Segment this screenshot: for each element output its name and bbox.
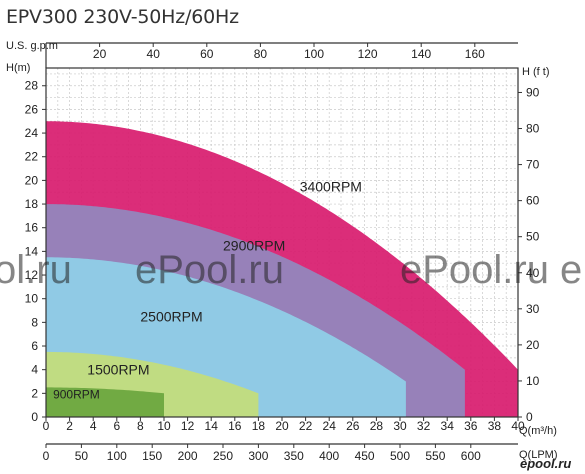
y-right-tick-label: 80 (526, 122, 540, 136)
chart-title: EPV300 230V-50Hz/60Hz (6, 6, 239, 28)
x-bottom-tick-label: 20 (275, 419, 289, 433)
watermark-text: ePool.ru (135, 248, 284, 292)
x-lpm-tick-label: 350 (284, 449, 304, 463)
series-labels: 3400RPM 2900RPM 2500RPM 1500RPM 900RPM (53, 178, 362, 401)
x-top-tick-label: 20 (93, 47, 107, 61)
x-bottom-tick-label: 36 (464, 419, 478, 433)
x-bottom-tick-label: 4 (90, 419, 97, 433)
series-label-1500rpm: 1500RPM (87, 362, 149, 378)
y-left-tick-label: 10 (25, 292, 39, 306)
x-lpm-tick-label: 300 (248, 449, 268, 463)
series-label-2500rpm: 2500RPM (140, 308, 202, 324)
y-left-tick-label: 20 (25, 173, 39, 187)
x-lpm-tick-label: 50 (75, 449, 89, 463)
watermark-text: ePool.ru (560, 248, 585, 292)
x-bottom-tick-label: 22 (299, 419, 313, 433)
y-left-tick-label: 24 (25, 126, 39, 140)
x-bottom-axis-label: Q(m³/h) (519, 425, 557, 437)
y-right-tick-label: 90 (526, 85, 540, 99)
x-top-tick-label: 160 (465, 47, 485, 61)
y-left-tick-label: 28 (25, 79, 39, 93)
x-top-tick-label: 100 (304, 47, 324, 61)
y-right-tick-label: 70 (526, 158, 540, 172)
series-area-900rpm (46, 387, 164, 417)
y-right-tick-label: 0 (526, 410, 533, 424)
x-lpm-tick-label: 450 (355, 449, 375, 463)
x-bottom-tick-label: 10 (157, 419, 171, 433)
watermark-text: ePool.ru (400, 248, 549, 292)
x-lpm-tick-label: 200 (178, 449, 198, 463)
x-bottom-tick-label: 6 (113, 419, 120, 433)
y-left-tick-label: 14 (25, 244, 39, 258)
x-bottom-tick-label: 0 (43, 419, 50, 433)
x-lpm-axis-label: Q(LPM) (519, 449, 558, 461)
y-left-tick-label: 6 (31, 339, 38, 353)
y-right-tick-label: 40 (526, 266, 540, 280)
axis-ticks: 0246810121416182022242628010203040506070… (6, 40, 558, 463)
x-bottom-tick-label: 32 (417, 419, 431, 433)
x-lpm-tick-label: 100 (107, 449, 127, 463)
x-top-tick-label: 40 (147, 47, 161, 61)
y-left-tick-label: 16 (25, 221, 39, 235)
series-label-2900rpm: 2900RPM (223, 237, 285, 253)
series-label-3400rpm: 3400RPM (300, 178, 362, 194)
y-left-tick-label: 4 (31, 363, 38, 377)
x-bottom-tick-label: 2 (66, 419, 73, 433)
y-left-tick-label: 26 (25, 102, 39, 116)
y-left-axis-label: H(m) (6, 62, 30, 74)
x-top-tick-label: 80 (254, 47, 268, 61)
y-right-tick-label: 10 (526, 374, 540, 388)
x-lpm-tick-label: 600 (461, 449, 481, 463)
x-lpm-tick-label: 400 (319, 449, 339, 463)
y-right-tick-label: 30 (526, 302, 540, 316)
x-bottom-tick-label: 26 (346, 419, 360, 433)
x-bottom-tick-label: 24 (323, 419, 337, 433)
x-bottom-tick-label: 40 (511, 419, 525, 433)
x-lpm-tick-label: 150 (142, 449, 162, 463)
x-top-axis-label: U.S. g.p.m (6, 40, 58, 52)
y-left-tick-label: 0 (31, 410, 38, 424)
x-bottom-tick-label: 16 (228, 419, 242, 433)
x-bottom-tick-label: 14 (205, 419, 219, 433)
y-left-tick-label: 18 (25, 197, 39, 211)
y-left-tick-label: 8 (31, 315, 38, 329)
x-lpm-tick-label: 0 (43, 449, 50, 463)
y-right-tick-label: 60 (526, 194, 540, 208)
x-bottom-tick-label: 30 (393, 419, 407, 433)
x-bottom-tick-label: 38 (488, 419, 502, 433)
x-top-tick-label: 60 (200, 47, 214, 61)
y-left-tick-label: 12 (25, 268, 39, 282)
performance-curves (46, 121, 518, 417)
x-lpm-tick-label: 500 (390, 449, 410, 463)
y-right-tick-label: 50 (526, 230, 540, 244)
y-left-tick-label: 22 (25, 150, 39, 164)
x-top-tick-label: 120 (358, 47, 378, 61)
x-bottom-tick-label: 8 (137, 419, 144, 433)
x-top-tick-label: 140 (411, 47, 431, 61)
watermark-text: ol.ru (0, 248, 72, 292)
x-bottom-tick-label: 12 (181, 419, 195, 433)
x-bottom-tick-label: 34 (441, 419, 455, 433)
x-lpm-tick-label: 550 (425, 449, 445, 463)
y-left-tick-label: 2 (31, 386, 38, 400)
x-bottom-tick-label: 18 (252, 419, 266, 433)
brand-logo: epool.ru (520, 456, 571, 471)
y-right-tick-label: 20 (526, 338, 540, 352)
series-label-900rpm: 900RPM (53, 387, 100, 401)
y-right-axis-label: H (f t) (522, 66, 550, 78)
watermarks: ol.ru ePool.ru ePool.ru ePool.ru epool.ru (0, 248, 585, 471)
x-bottom-tick-label: 28 (370, 419, 384, 433)
x-lpm-tick-label: 250 (213, 449, 233, 463)
